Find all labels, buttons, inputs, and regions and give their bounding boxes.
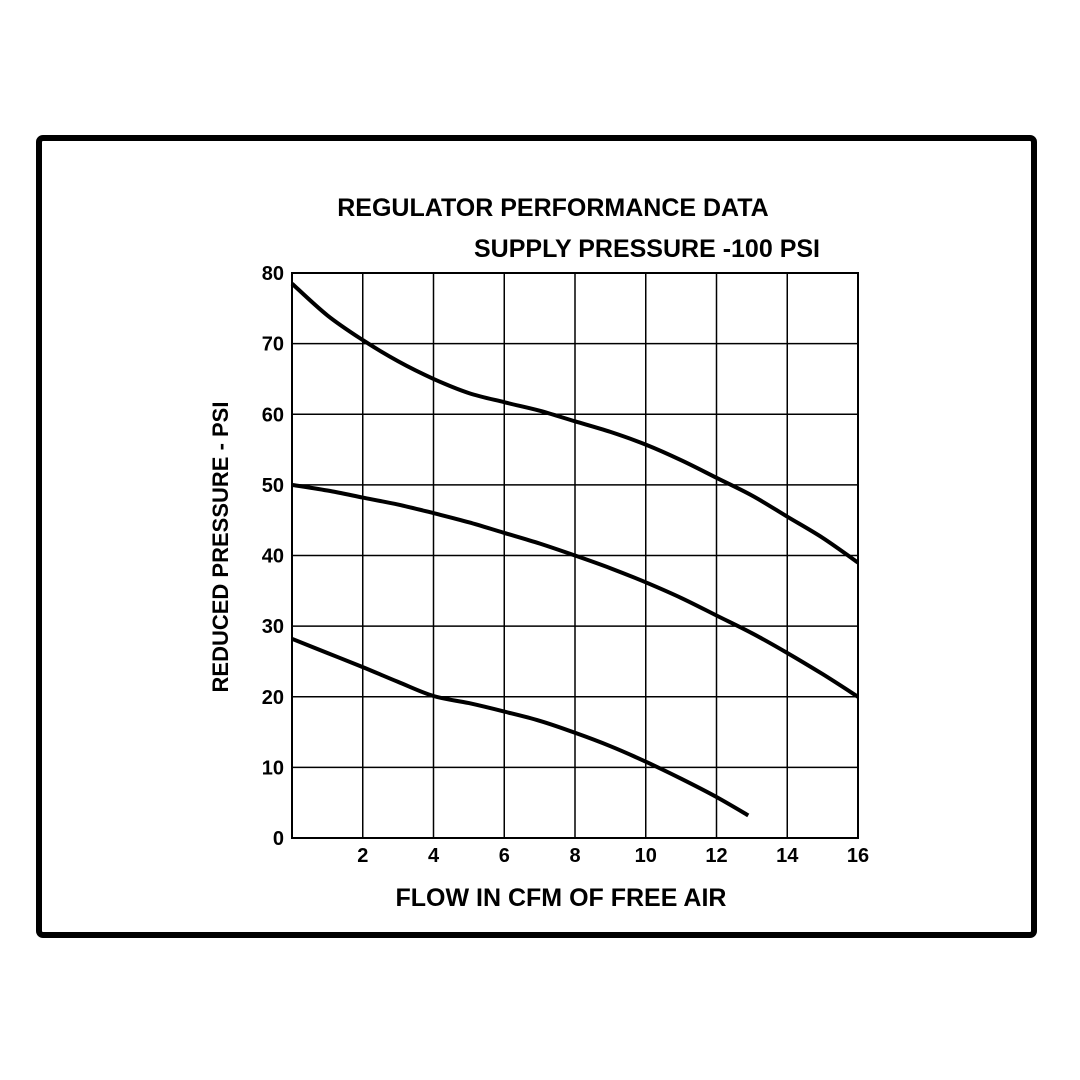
series-line-2 xyxy=(291,482,860,699)
x-tick-label: 12 xyxy=(705,845,727,867)
y-tick-label: 20 xyxy=(262,687,284,709)
x-tick-label: 8 xyxy=(569,845,580,867)
x-tick-label: 14 xyxy=(776,845,799,867)
y-tick-label: 50 xyxy=(262,475,284,497)
x-tick-label: 6 xyxy=(499,845,510,867)
y-axis-label: REDUCED PRESSURE - PSI xyxy=(208,402,233,693)
series-lines xyxy=(290,282,860,818)
y-tick-label: 0 xyxy=(273,828,284,850)
y-tick-label: 30 xyxy=(262,616,284,638)
x-tick-label: 2 xyxy=(357,845,368,867)
x-tick-label: 10 xyxy=(635,845,657,867)
chart-frame xyxy=(36,135,1037,938)
grid xyxy=(291,272,859,839)
chart-subtitle: SUPPLY PRESSURE -100 PSI xyxy=(474,235,820,263)
x-tick-label: 16 xyxy=(847,845,869,867)
y-tick-label: 80 xyxy=(262,263,284,285)
x-axis-label: FLOW IN CFM OF FREE AIR xyxy=(396,884,727,912)
y-tick-label: 10 xyxy=(262,757,284,779)
series-line-3 xyxy=(291,636,750,818)
tick-labels: 2 4 6 8 10 12 14 16 0 10 20 30 40 50 60 70 80 xyxy=(262,263,869,867)
series-line-1 xyxy=(290,282,860,565)
x-tick-label: 4 xyxy=(428,845,440,867)
y-tick-label: 40 xyxy=(262,546,284,568)
chart-title: REGULATOR PERFORMANCE DATA xyxy=(337,194,768,222)
y-tick-label: 70 xyxy=(262,334,284,356)
y-tick-label: 60 xyxy=(262,404,284,426)
